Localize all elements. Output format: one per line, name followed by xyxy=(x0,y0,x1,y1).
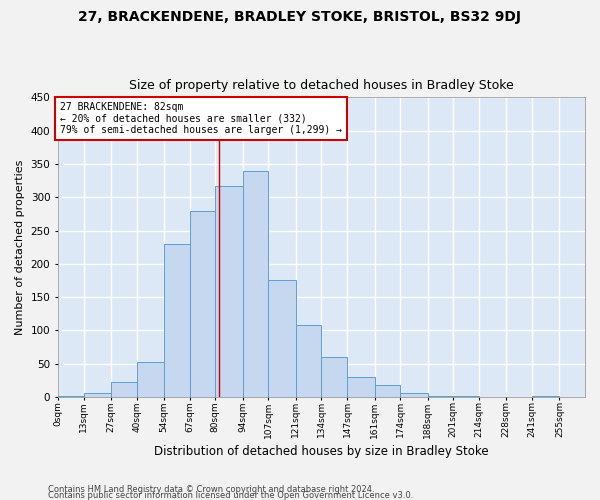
Text: 27, BRACKENDENE, BRADLEY STOKE, BRISTOL, BS32 9DJ: 27, BRACKENDENE, BRADLEY STOKE, BRISTOL,… xyxy=(79,10,521,24)
Bar xyxy=(83,393,111,397)
Bar xyxy=(111,382,137,397)
Text: Contains HM Land Registry data © Crown copyright and database right 2024.: Contains HM Land Registry data © Crown c… xyxy=(48,484,374,494)
Bar xyxy=(428,396,453,397)
Bar xyxy=(322,357,347,397)
Bar xyxy=(268,280,296,397)
Bar xyxy=(296,325,322,397)
Y-axis label: Number of detached properties: Number of detached properties xyxy=(15,160,25,335)
Bar xyxy=(137,362,164,397)
Bar xyxy=(190,210,215,397)
Title: Size of property relative to detached houses in Bradley Stoke: Size of property relative to detached ho… xyxy=(129,79,514,92)
Bar xyxy=(215,186,243,397)
Bar xyxy=(347,377,374,397)
Bar xyxy=(374,385,400,397)
Text: 27 BRACKENDENE: 82sqm
← 20% of detached houses are smaller (332)
79% of semi-det: 27 BRACKENDENE: 82sqm ← 20% of detached … xyxy=(60,102,342,135)
Bar xyxy=(164,244,190,397)
Bar xyxy=(58,396,83,397)
Bar xyxy=(400,393,428,397)
X-axis label: Distribution of detached houses by size in Bradley Stoke: Distribution of detached houses by size … xyxy=(154,444,489,458)
Bar xyxy=(243,170,268,397)
Text: Contains public sector information licensed under the Open Government Licence v3: Contains public sector information licen… xyxy=(48,490,413,500)
Bar xyxy=(532,396,559,397)
Bar xyxy=(453,396,479,397)
